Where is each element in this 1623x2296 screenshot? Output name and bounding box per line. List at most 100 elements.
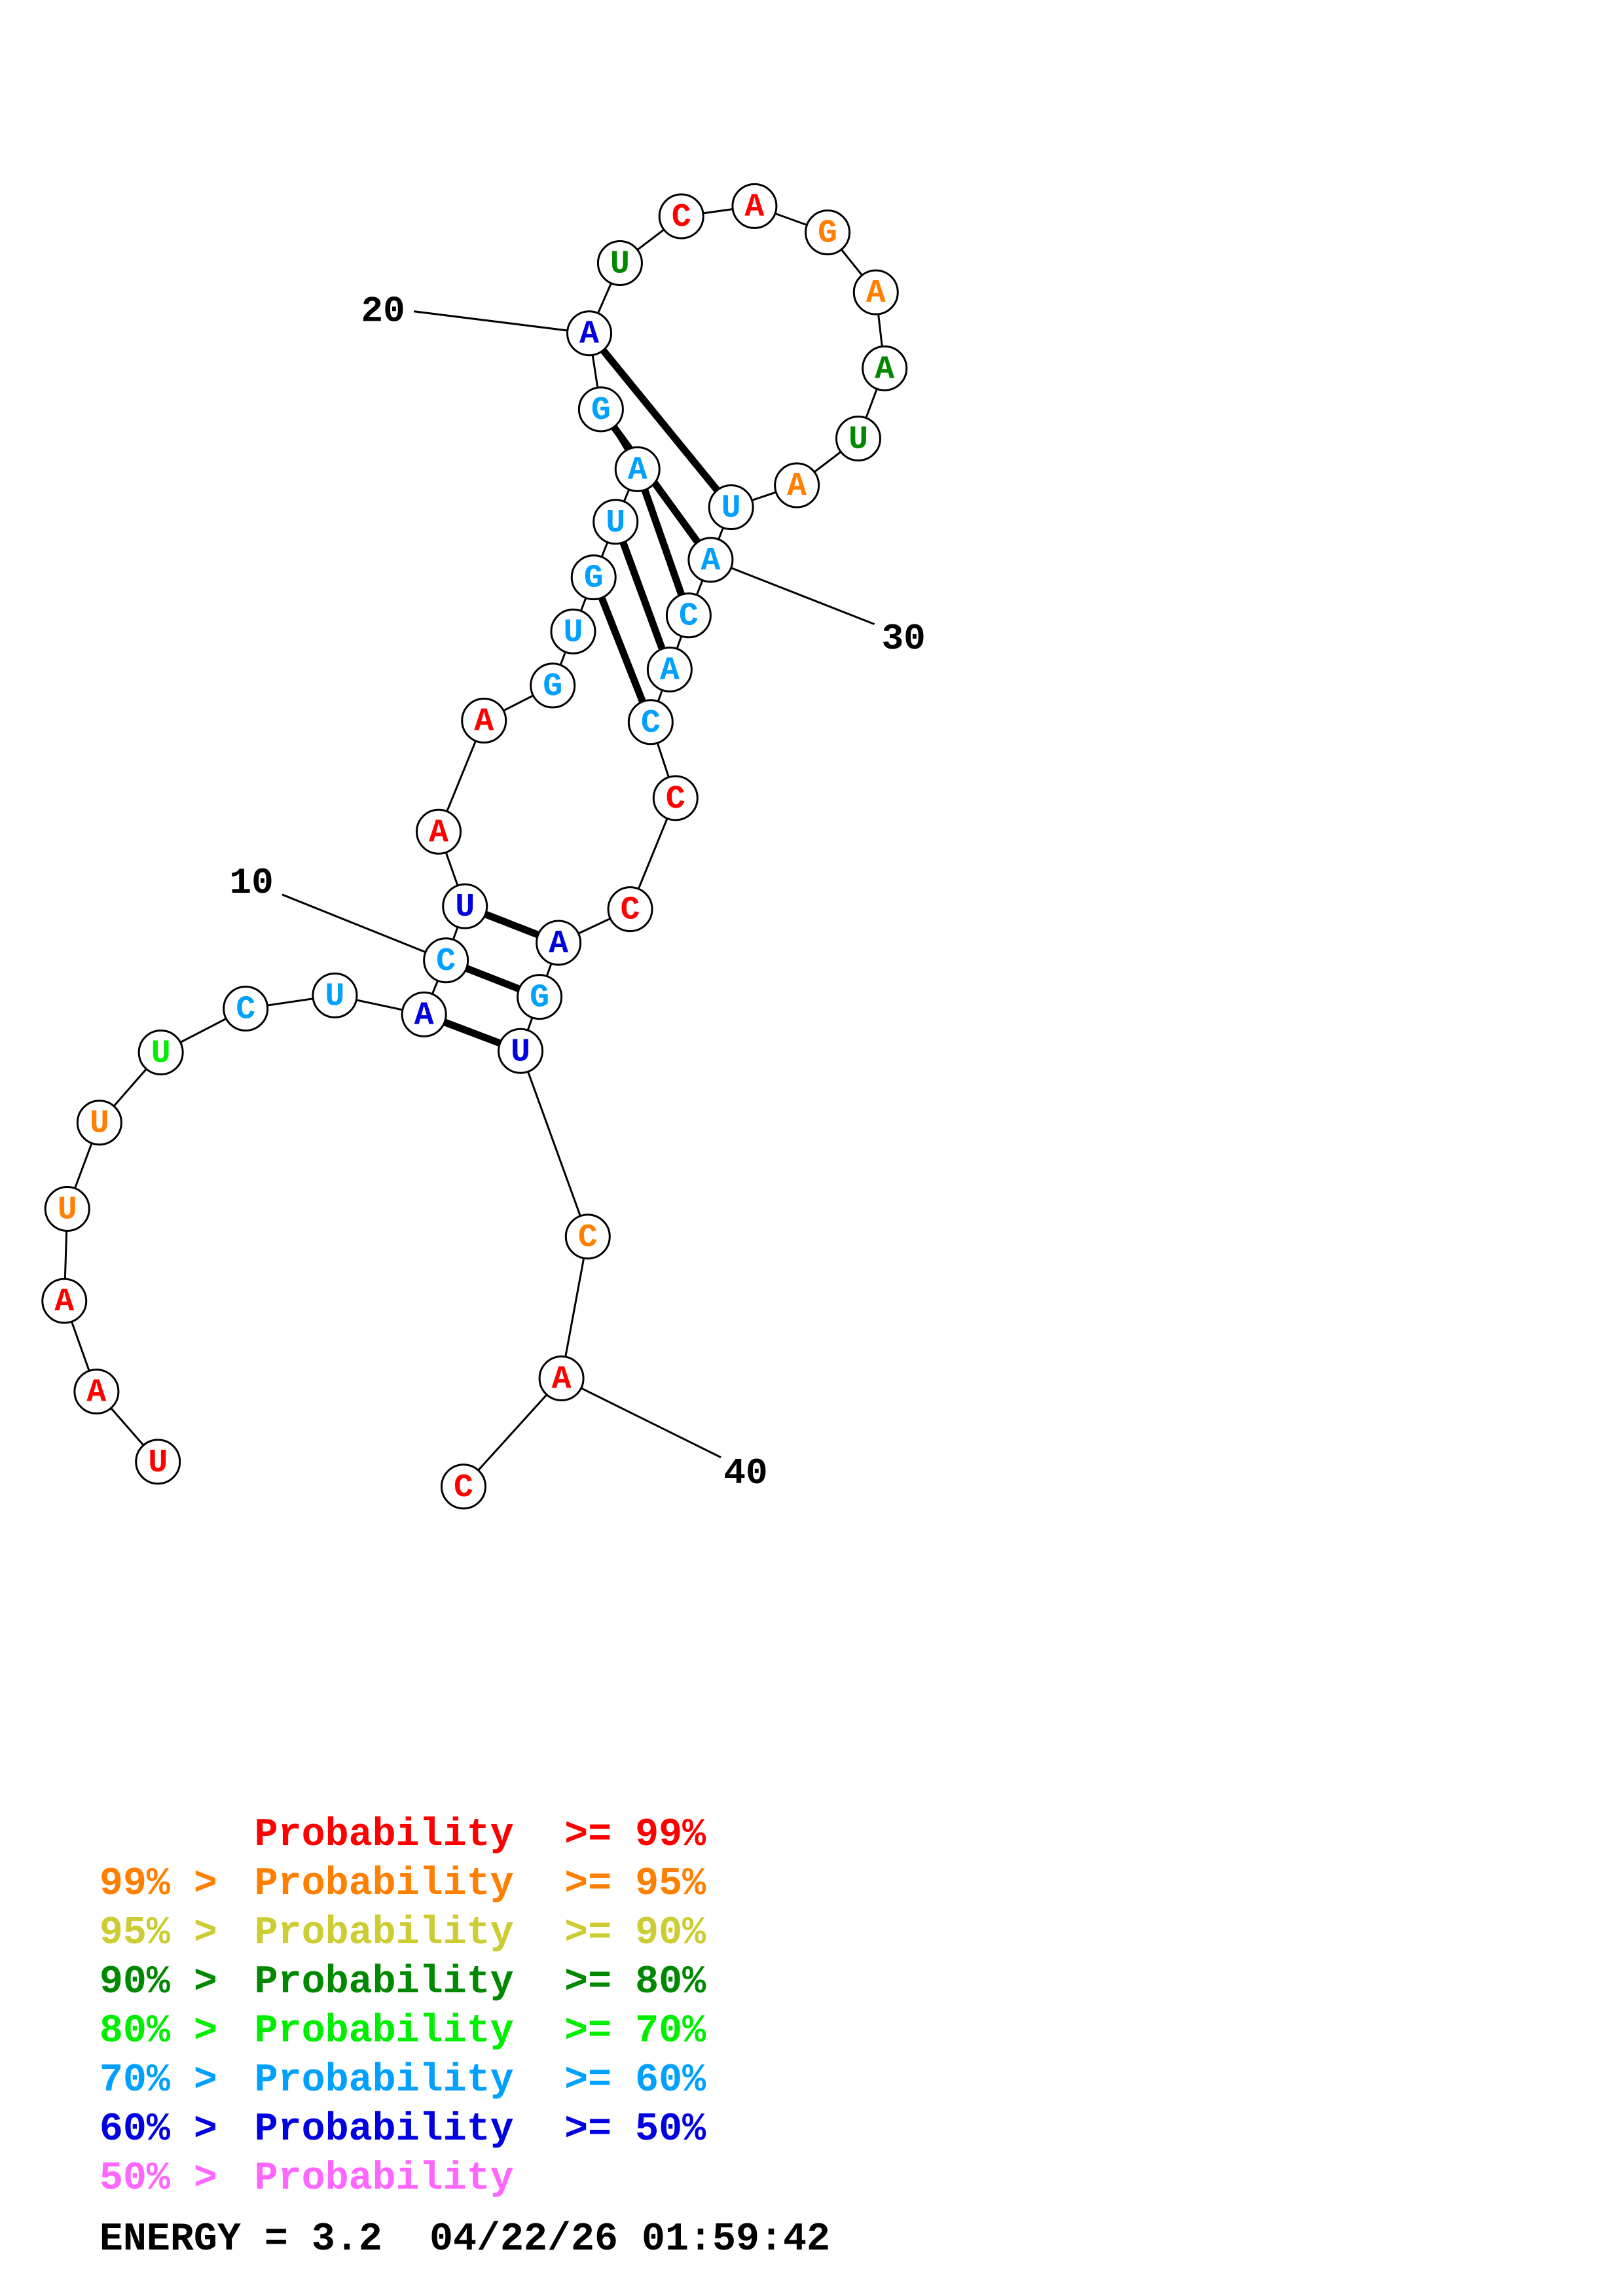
nucleotide: G <box>517 974 563 1020</box>
nucleotide-letter: U <box>721 490 741 527</box>
backbone-segment <box>519 1050 589 1237</box>
nucleotide-letter: C <box>641 705 661 742</box>
nucleotide-letter: A <box>866 275 886 312</box>
nucleotide-letter: U <box>455 889 475 926</box>
nucleotide: A <box>862 345 908 391</box>
nucleotide-circle <box>658 193 704 240</box>
nucleotide-circle <box>708 484 754 530</box>
nucleotide-circle <box>652 775 699 821</box>
position-label: 20 <box>361 291 405 332</box>
nucleotide-letter: G <box>543 668 562 706</box>
nucleotide-letter: A <box>86 1374 106 1412</box>
position-label: 10 <box>230 862 274 904</box>
nucleotide-circle <box>577 386 624 433</box>
nucleotide-letter: A <box>701 543 720 580</box>
base-pair-bond <box>634 468 693 617</box>
nucleotide-letter: C <box>666 781 685 818</box>
nucleotide-circle <box>137 1030 184 1075</box>
position-label-leader <box>710 558 875 626</box>
nucleotide: A <box>687 537 734 583</box>
nucleotide-circle <box>614 446 661 492</box>
position-label-leader <box>282 893 447 961</box>
nucleotide-circle <box>44 1185 90 1232</box>
nucleotide: A <box>566 310 613 357</box>
nucleotide-circle <box>440 1463 486 1510</box>
nucleotide: G <box>577 386 624 433</box>
nucleotide-letter: U <box>325 978 344 1015</box>
nucleotide: U <box>498 1028 544 1074</box>
backbone-segment <box>462 1378 562 1488</box>
nucleotide-circle <box>223 986 269 1031</box>
position-label-leader <box>413 310 590 334</box>
nucleotide: C <box>658 193 704 240</box>
nucleotide: A <box>731 183 778 229</box>
nucleotide: A <box>73 1369 120 1415</box>
nucleotide-letter: A <box>552 1361 572 1399</box>
nucleotide-letter: G <box>591 392 611 429</box>
nucleotide: A <box>401 991 447 1037</box>
nucleotide: C <box>652 775 699 821</box>
nucleotide-letter: C <box>672 199 691 236</box>
position-label: 40 <box>723 1452 767 1494</box>
nucleotide-circle <box>530 662 576 709</box>
nucleotide-letter: A <box>474 704 494 741</box>
nucleotide-letter: C <box>436 943 456 980</box>
nucleotide-letter: G <box>584 560 604 598</box>
nucleotide-circle <box>401 991 447 1037</box>
nucleotide-circle <box>627 699 674 745</box>
nucleotide-letter: A <box>875 351 894 388</box>
nucleotide-letter: U <box>606 505 625 542</box>
nucleotide: C <box>564 1213 611 1260</box>
nucleotide-letter: U <box>151 1035 171 1073</box>
nucleotide: A <box>774 462 820 509</box>
nucleotide-letter: A <box>787 468 807 505</box>
nucleotide-letter: C <box>679 598 699 636</box>
nucleotide: U <box>312 972 358 1018</box>
nucleotide-circle <box>665 592 712 639</box>
nucleotide: C <box>423 937 469 984</box>
base-pair-bond <box>586 331 734 510</box>
nucleotide: A <box>538 1355 585 1402</box>
nucleotide-circle <box>774 462 820 509</box>
position-label: 30 <box>882 618 926 660</box>
nucleotide-letter: U <box>848 422 868 459</box>
nucleotide: U <box>596 240 643 286</box>
nucleotide-letter: C <box>621 892 640 929</box>
nucleotide-letter: U <box>148 1444 168 1482</box>
nucleotide-letter: U <box>58 1191 77 1229</box>
nucleotide-letter: A <box>549 925 568 963</box>
nucleotide-letter: U <box>90 1105 109 1143</box>
nucleotide: C <box>440 1463 486 1510</box>
nucleotide: A <box>416 808 462 855</box>
backbone-segment <box>560 1236 589 1379</box>
backbone-lines <box>63 205 886 1488</box>
nucleotide-letter: A <box>54 1283 74 1321</box>
nucleotide-letter: C <box>454 1469 473 1507</box>
nucleotide: C <box>607 886 653 933</box>
nucleotide-circle <box>805 209 851 256</box>
nucleotide-letter: A <box>414 997 434 1034</box>
nucleotide: U <box>135 1439 181 1485</box>
nucleotide-circle <box>550 608 596 655</box>
nucleotide-circle <box>852 269 899 315</box>
nucleotide-circle <box>687 537 734 583</box>
nucleotide: A <box>852 269 899 315</box>
nucleotide-circle <box>416 808 462 855</box>
nucleotide-circle <box>570 554 617 601</box>
nucleotide-circle <box>593 499 639 545</box>
nucleotide: G <box>530 662 576 709</box>
nucleotide: U <box>593 499 639 545</box>
nucleotide: A <box>41 1278 88 1324</box>
nucleotide: G <box>805 209 851 256</box>
nucleotide-circle <box>596 240 643 286</box>
nucleotide: U <box>708 484 754 530</box>
nucleotide-circle <box>566 310 613 357</box>
nucleotide-circle <box>835 416 881 461</box>
nucleotide-letter: C <box>236 992 255 1029</box>
nucleotide-letter: A <box>660 652 680 689</box>
nucleotide: U <box>137 1030 184 1075</box>
nucleotide-circle <box>76 1100 122 1146</box>
nucleotide-circle <box>517 974 563 1020</box>
